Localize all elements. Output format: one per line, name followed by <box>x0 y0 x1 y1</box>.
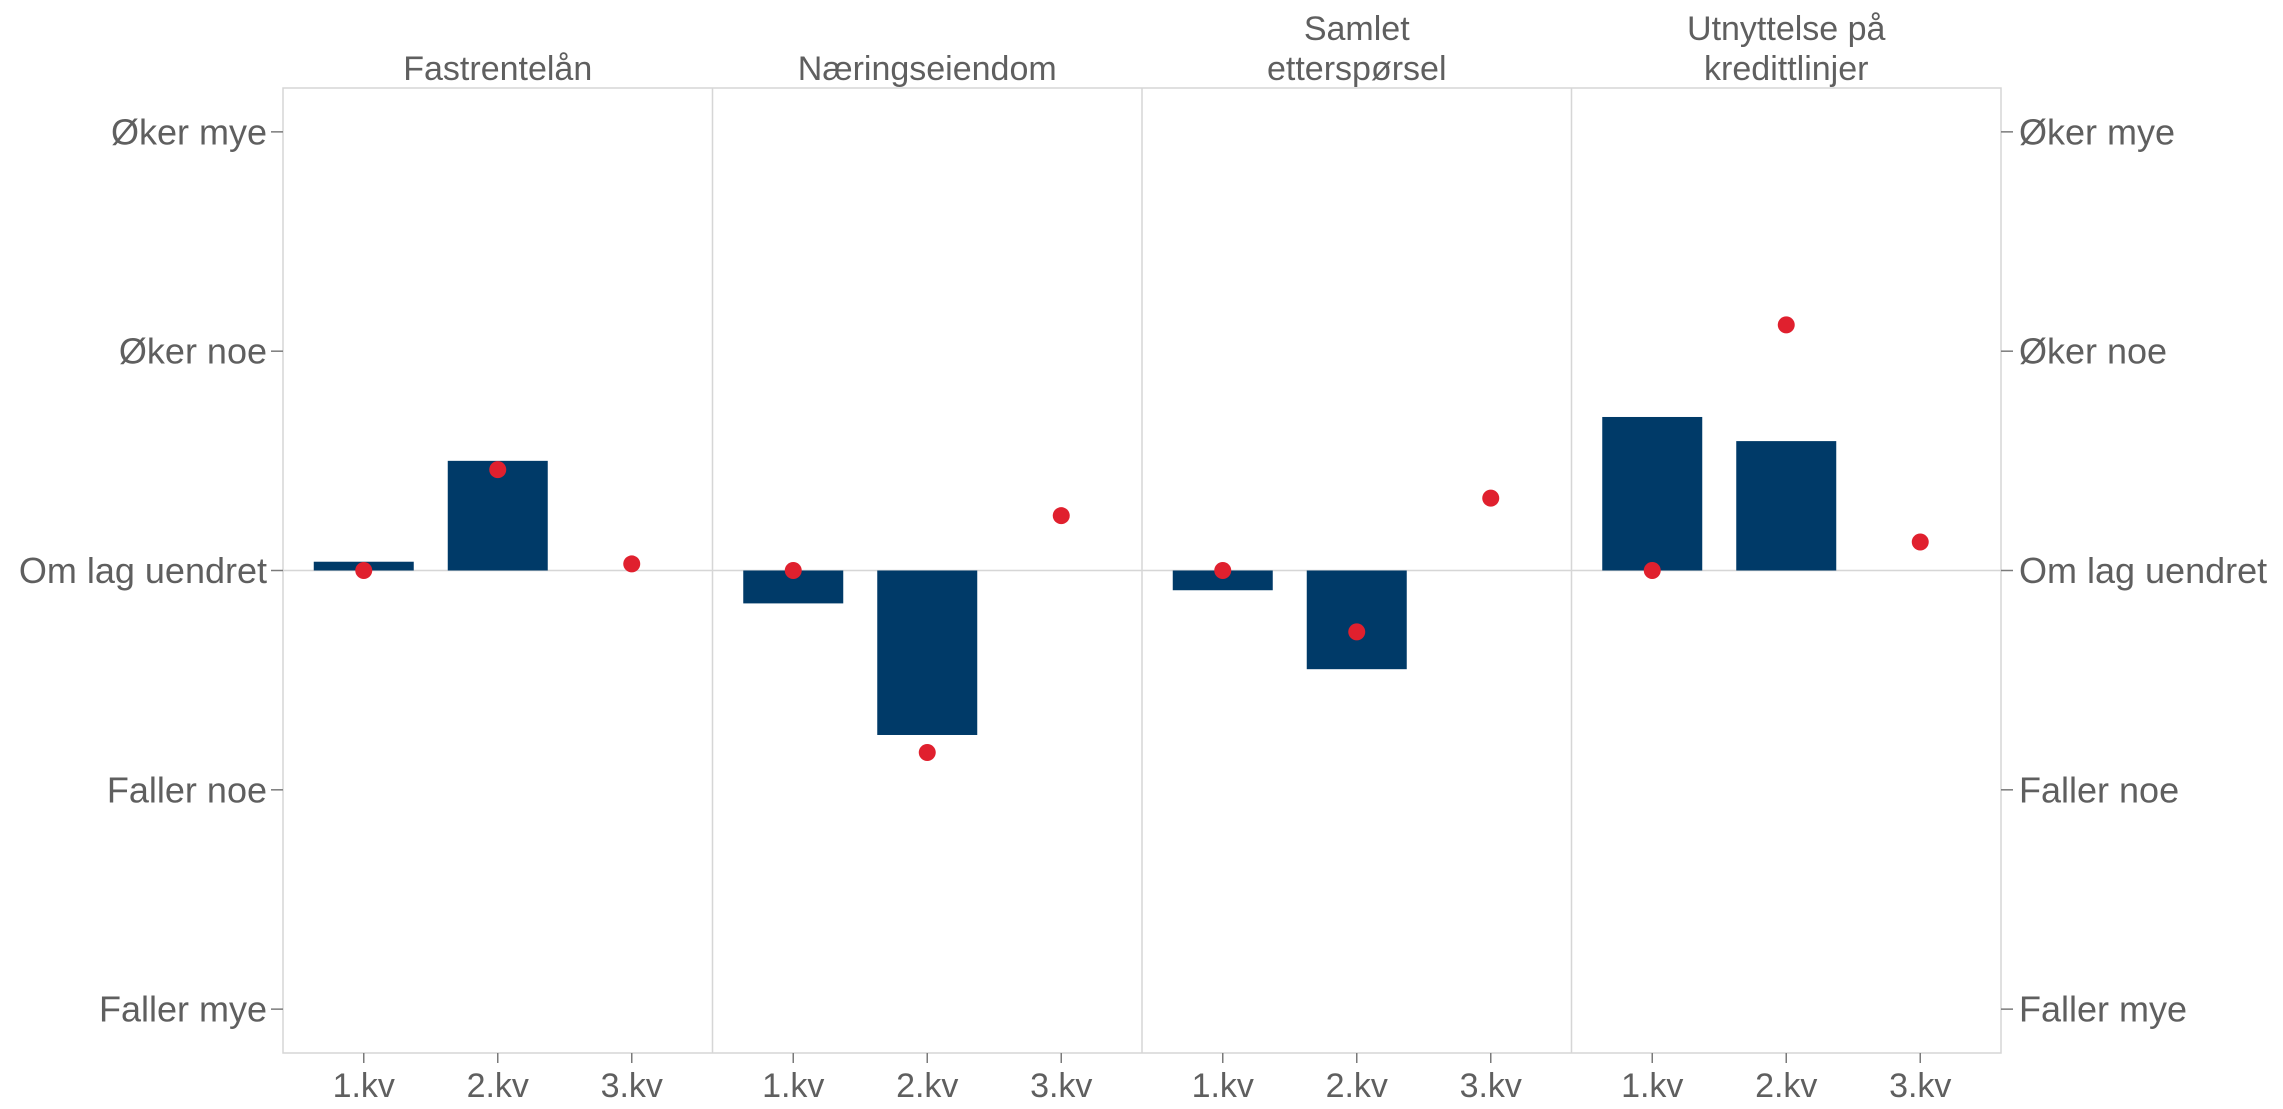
x-tick-label: 3.kv <box>601 1067 663 1104</box>
bar <box>1306 570 1407 670</box>
bar <box>877 570 978 735</box>
plot-frame-layer <box>271 87 2013 1063</box>
x-tick-label: 1.kv <box>1192 1067 1254 1104</box>
y-tick-label-right: Øker noe <box>2019 331 2167 372</box>
y-tick-label-right: Faller mye <box>2019 989 2187 1030</box>
x-tick-label: 2.kv <box>1326 1067 1388 1104</box>
x-tick-label: 3.kv <box>1030 1067 1092 1104</box>
x-tick-label: 2.kv <box>1755 1067 1817 1104</box>
dot-marker <box>1348 623 1366 641</box>
panel-title: Utnyttelse på <box>1687 10 1886 48</box>
panel-title: kredittlinjer <box>1704 50 1868 88</box>
y-tick-label-left: Om lag uendret <box>19 550 267 591</box>
dot-marker <box>623 555 641 573</box>
panel-title: Samlet <box>1304 10 1410 48</box>
dot-marker <box>784 562 802 579</box>
y-tick-label-right: Øker mye <box>2019 111 2175 152</box>
dot-marker <box>355 562 373 579</box>
dot-marker <box>1911 533 1929 551</box>
dot-marker <box>1052 507 1070 525</box>
dot-marker <box>918 744 936 762</box>
x-tick-label: 1.kv <box>762 1067 824 1104</box>
y-tick-label-left: Øker noe <box>119 331 267 372</box>
y-tick-label-right: Faller noe <box>2019 769 2179 810</box>
x-tick-label: 1.kv <box>333 1067 395 1104</box>
y-tick-label-left: Øker mye <box>111 111 267 152</box>
bar <box>447 460 548 571</box>
y-tick-label-right: Om lag uendret <box>2019 550 2267 591</box>
bar <box>1736 441 1837 571</box>
x-tick-label: 3.kv <box>1460 1067 1522 1104</box>
dot-marker <box>1777 316 1795 334</box>
y-tick-label-left: Faller noe <box>107 769 267 810</box>
bar <box>1172 570 1273 591</box>
dot-marker <box>1643 562 1661 579</box>
panel-title: Næringseiendom <box>798 50 1057 88</box>
panel-title: Fastrentelån <box>403 50 592 88</box>
dot-marker <box>1482 489 1500 507</box>
x-tick-label: 3.kv <box>1889 1067 1951 1104</box>
y-tick-label-left: Faller mye <box>99 989 267 1030</box>
x-tick-label: 1.kv <box>1621 1067 1683 1104</box>
x-tick-label: 2.kv <box>467 1067 529 1104</box>
panel-title: etterspørsel <box>1267 50 1447 88</box>
dot-marker <box>489 461 507 479</box>
labels-layer: Øker mye Øker mye Øker noe Øker noe Om lag u… <box>19 10 2267 1105</box>
marks-layer <box>313 316 1929 762</box>
bar <box>1602 416 1703 571</box>
dot-marker <box>1214 562 1232 579</box>
x-tick-label: 2.kv <box>896 1067 958 1104</box>
